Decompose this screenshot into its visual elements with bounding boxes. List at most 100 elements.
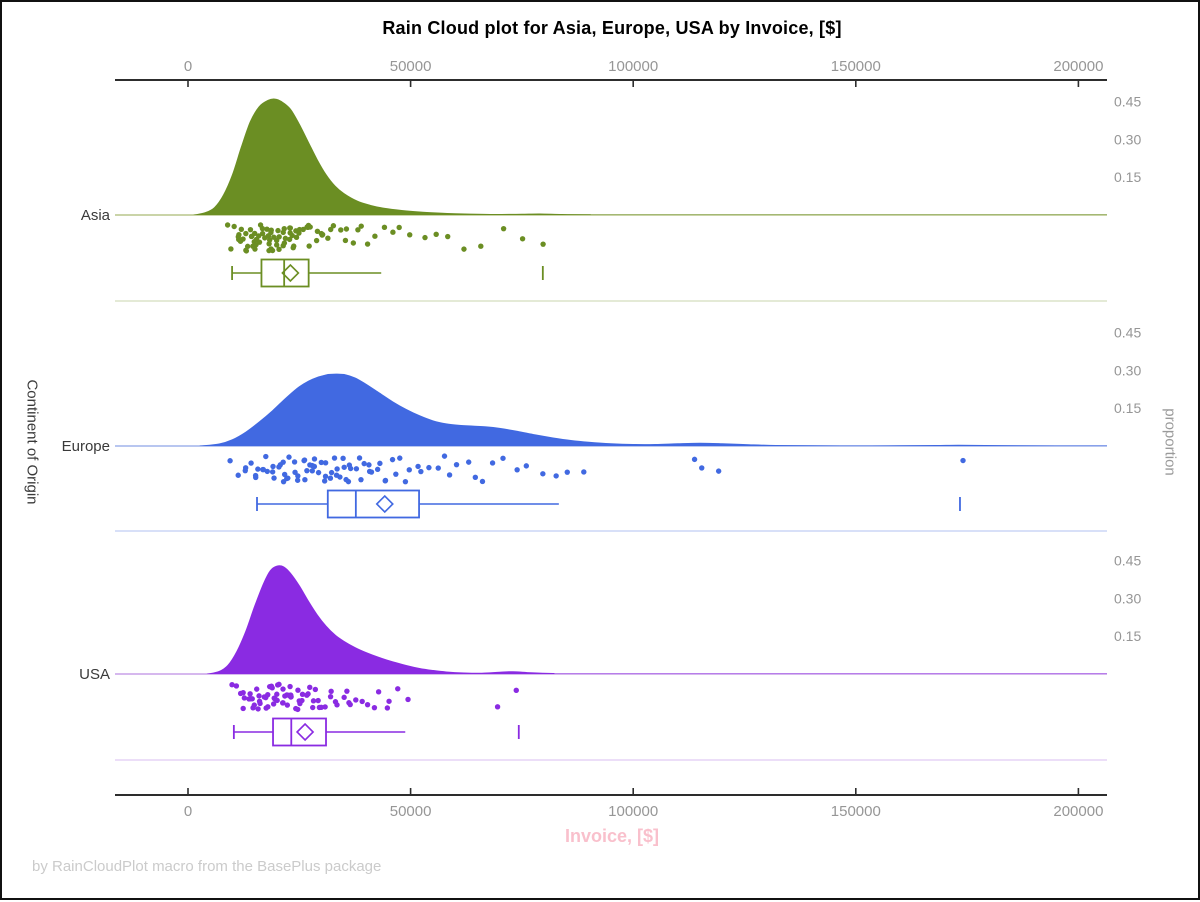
asia-rain-point: [251, 230, 258, 237]
usa-rain-point: [299, 691, 306, 698]
usa-rain-point: [295, 706, 301, 713]
europe-rain-point: [327, 475, 334, 481]
europe-rain-point: [280, 459, 286, 465]
asia-rain-point: [307, 224, 313, 230]
usa-rain-point: [270, 701, 277, 707]
europe-rain-point: [397, 455, 403, 461]
europe-rain-point: [366, 462, 372, 468]
europe-panel: Europe 0.45 0.30 0.15: [62, 325, 1141, 532]
europe-rain-point: [374, 466, 381, 473]
usa-mean-diamond: [295, 722, 315, 742]
europe-rain-point: [393, 471, 399, 477]
europe-rain-point: [295, 473, 301, 479]
asia-rain-point: [275, 227, 281, 234]
europe-rain-point: [406, 467, 412, 473]
europe-proportion-tick-label: 0.45: [1114, 325, 1141, 341]
asia-rain-point: [280, 242, 286, 249]
europe-rain-point: [479, 478, 486, 485]
usa-boxplot: [232, 717, 520, 747]
europe-rain-point: [453, 461, 460, 468]
asia-rain-point: [433, 231, 439, 238]
europe-rain-point: [426, 464, 432, 471]
usa-box: [272, 717, 327, 747]
asia-rain-point: [540, 241, 546, 247]
category-label-usa: USA: [79, 666, 110, 683]
asia-rain-point: [350, 240, 357, 246]
europe-rain-point: [263, 453, 269, 460]
europe-rain-point: [271, 475, 277, 481]
europe-rain-point: [301, 457, 307, 464]
asia-rain-point: [244, 243, 251, 250]
asia-rain-point: [343, 226, 350, 232]
usa-rain-point: [347, 701, 353, 708]
usa-density-cloud: [206, 565, 1107, 674]
usa-rain-point: [251, 702, 257, 708]
usa-proportion-tick-label: 0.30: [1114, 590, 1141, 606]
usa-rain-point: [280, 700, 286, 706]
y-axis-label-right: proportion: [1161, 408, 1179, 476]
x-axis-bottom-tick-label: 150000: [831, 803, 881, 820]
europe-rain-point: [564, 469, 570, 475]
asia-rain-point: [281, 226, 287, 232]
asia-proportion-tick-label: 0.30: [1114, 131, 1141, 147]
asia-rain-point: [358, 223, 364, 229]
europe-rain-point: [382, 478, 388, 484]
europe-rain-point: [227, 458, 233, 464]
europe-rain-point: [315, 469, 322, 476]
asia-rain-point: [461, 246, 467, 252]
asia-rain-point: [381, 224, 388, 231]
usa-rain-point: [265, 691, 271, 698]
asia-rain-point: [325, 235, 331, 241]
europe-rain-point: [311, 463, 318, 470]
usa-rain-point: [233, 683, 240, 689]
europe-rain-point: [415, 463, 421, 470]
usa-rain-point: [310, 698, 317, 704]
x-axis-bottom-tick-label: 50000: [390, 803, 432, 820]
asia-rain-point: [319, 231, 326, 238]
europe-rain-point: [318, 459, 325, 466]
usa-rain-point: [287, 683, 293, 690]
x-axis-top: 0 50000 100000 150000 200000: [115, 58, 1107, 87]
europe-rain-point: [235, 472, 241, 478]
usa-rain-point: [395, 686, 401, 692]
europe-rain-point: [291, 459, 298, 465]
europe-rain-point: [260, 466, 266, 473]
europe-rain-point: [691, 456, 698, 463]
europe-rain-point: [514, 467, 520, 473]
asia-rain-point: [235, 234, 242, 240]
usa-rain-point: [269, 685, 275, 691]
usa-proportion-tick-label: 0.15: [1114, 628, 1141, 644]
usa-rain-point: [353, 697, 359, 703]
chart-title: Rain Cloud plot for Asia, Europe, USA by…: [382, 18, 842, 38]
usa-rain-point: [280, 686, 286, 692]
europe-boxplot: [256, 489, 961, 519]
usa-rain-point: [375, 689, 382, 695]
europe-rain-point: [322, 473, 329, 480]
usa-rain-point: [386, 698, 392, 704]
europe-rain-point: [353, 466, 360, 472]
usa-rain-point: [341, 694, 347, 701]
usa-rain-point: [254, 686, 260, 692]
usa-rain-points: [229, 681, 519, 713]
asia-rain-point: [396, 224, 402, 231]
europe-rain-point: [523, 463, 530, 469]
europe-rain-point: [366, 468, 373, 475]
asia-rain-point: [256, 239, 263, 245]
europe-rain-point: [294, 477, 301, 483]
footer-credit: by RainCloudPlot macro from the BasePlus…: [32, 858, 382, 875]
europe-rain-point: [465, 459, 472, 465]
europe-rain-point: [358, 476, 364, 483]
usa-rain-point: [315, 697, 321, 704]
asia-rain-point: [342, 237, 349, 244]
asia-rain-point: [259, 230, 266, 237]
x-axis-top-tick-label: 200000: [1053, 58, 1103, 75]
asia-rain-point: [240, 236, 246, 242]
europe-proportion-tick-label: 0.30: [1114, 362, 1141, 378]
asia-boxplot: [231, 258, 544, 288]
asia-mean-diamond: [281, 263, 300, 283]
europe-rain-point: [340, 455, 346, 462]
europe-rain-point: [960, 457, 966, 464]
usa-rain-point: [284, 702, 291, 708]
europe-mean-diamond: [375, 494, 394, 514]
